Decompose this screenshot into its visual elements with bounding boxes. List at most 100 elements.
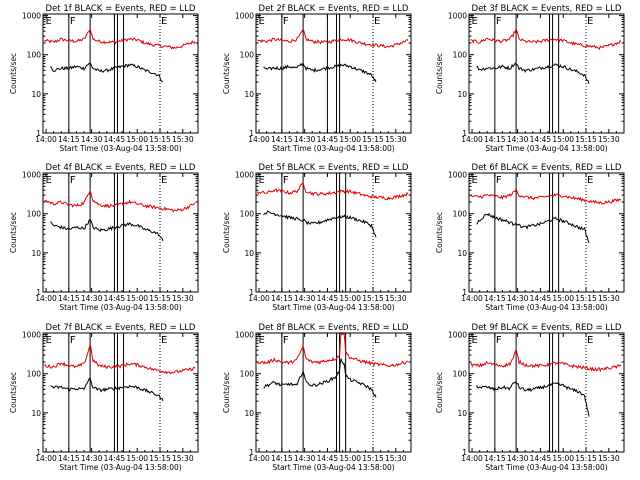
detector-panel-5: Det 5f BLACK = Events, RED = LLD E F E 14:00… — [222, 163, 412, 312]
x-tick-label: 15:15 — [575, 135, 597, 144]
y-tick-label: 10 — [244, 249, 254, 258]
y-tick-label: 100 — [27, 51, 42, 60]
x-axis-label: Start Time (03-Aug-04 13:58:00) — [485, 463, 607, 472]
x-tick-label: 14:30 — [81, 135, 103, 144]
x-axis-label: Start Time (03-Aug-04 13:58:00) — [272, 303, 394, 312]
flag-label-e: E — [161, 335, 167, 346]
events-series-line — [50, 218, 164, 242]
flag-label-e: E — [259, 175, 265, 186]
x-tick-label: 15:30 — [385, 135, 407, 144]
panel-title: Det 2f BLACK = Events, RED = LLD — [259, 4, 409, 14]
y-tick-label: 100 — [240, 370, 255, 379]
y-axis-label: Counts/sec — [435, 53, 444, 94]
plot-frame — [468, 332, 625, 453]
x-tick-label: 15:30 — [598, 135, 620, 144]
flag-label-e: E — [587, 335, 593, 346]
y-tick-label: 1 — [249, 288, 254, 297]
flag-label-e: E — [587, 16, 593, 27]
flag-label-e: E — [472, 175, 478, 186]
events-series-line — [263, 358, 377, 398]
x-tick-label: 15:15 — [362, 135, 384, 144]
plot-frame — [255, 172, 412, 293]
y-tick-label: 1000 — [22, 331, 41, 340]
y-tick-label: 10 — [244, 409, 254, 418]
y-axis-label: Counts/sec — [9, 212, 18, 253]
lld-series-line — [470, 347, 622, 373]
x-tick-label: 15:30 — [172, 294, 194, 303]
y-tick-label: 10 — [31, 409, 41, 418]
detector-panel-2: Det 2f BLACK = Events, RED = LLD E F E 14:00… — [222, 4, 412, 153]
events-series-line — [50, 62, 164, 83]
y-tick-label: 1000 — [235, 171, 254, 180]
flag-label-e: E — [161, 175, 167, 186]
y-tick-label: 1 — [249, 129, 254, 138]
x-tick-label: 14:30 — [294, 454, 316, 463]
x-tick-label: 14:15 — [58, 454, 80, 463]
flag-label-e: E — [46, 335, 52, 346]
x-tick-label: 14:00 — [35, 294, 57, 303]
x-tick-label: 14:00 — [461, 294, 483, 303]
y-tick-label: 10 — [31, 90, 41, 99]
flag-label-f: F — [283, 335, 289, 346]
x-tick-label: 14:00 — [248, 294, 270, 303]
y-tick-label: 1 — [462, 288, 467, 297]
flag-label-e: E — [259, 16, 265, 27]
x-tick-label: 14:15 — [271, 135, 293, 144]
x-tick-label: 15:15 — [362, 294, 384, 303]
plot-frame — [255, 13, 412, 134]
plot-frame — [42, 13, 199, 134]
plot-frame — [255, 332, 412, 453]
x-axis-label: Start Time (03-Aug-04 13:58:00) — [59, 303, 181, 312]
plot-frame — [468, 13, 625, 134]
x-tick-label: 14:30 — [294, 135, 316, 144]
flag-label-e: E — [46, 16, 52, 27]
x-axis-label: Start Time (03-Aug-04 13:58:00) — [485, 144, 607, 153]
x-tick-label: 14:45 — [317, 135, 339, 144]
x-axis-label: Start Time (03-Aug-04 13:58:00) — [59, 144, 181, 153]
panel-title: Det 4f BLACK = Events, RED = LLD — [46, 163, 196, 173]
x-tick-label: 14:45 — [530, 294, 552, 303]
x-tick-label: 15:15 — [575, 454, 597, 463]
flag-label-f: F — [283, 175, 289, 186]
y-tick-label: 10 — [457, 249, 467, 258]
x-tick-label: 14:30 — [507, 454, 529, 463]
lld-series-line — [44, 28, 196, 50]
events-series-line — [50, 376, 164, 402]
x-tick-label: 15:00 — [126, 454, 148, 463]
lld-series-line — [257, 331, 409, 368]
x-tick-label: 14:45 — [317, 294, 339, 303]
x-tick-label: 14:45 — [104, 454, 126, 463]
x-tick-label: 15:15 — [149, 294, 171, 303]
x-tick-label: 14:45 — [104, 294, 126, 303]
x-tick-label: 15:30 — [385, 454, 407, 463]
flag-label-f: F — [496, 175, 502, 186]
plot-frame — [42, 172, 199, 293]
x-tick-label: 14:30 — [507, 294, 529, 303]
x-tick-label: 14:00 — [461, 454, 483, 463]
plot-frame — [468, 172, 625, 293]
flag-label-e: E — [46, 175, 52, 186]
detector-panel-4: Det 4f BLACK = Events, RED = LLD E F E 14:00… — [9, 163, 199, 312]
panel-title: Det 6f BLACK = Events, RED = LLD — [472, 163, 622, 173]
flag-label-e: E — [259, 335, 265, 346]
x-tick-label: 14:00 — [35, 135, 57, 144]
x-tick-label: 14:15 — [484, 454, 506, 463]
flag-label-f: F — [496, 335, 502, 346]
y-tick-label: 1 — [36, 288, 41, 297]
events-series-line — [476, 62, 590, 85]
x-tick-label: 15:00 — [126, 294, 148, 303]
x-tick-label: 15:30 — [598, 454, 620, 463]
y-tick-label: 1000 — [22, 12, 41, 21]
x-axis-label: Start Time (03-Aug-04 13:58:00) — [272, 463, 394, 472]
flag-label-f: F — [496, 16, 502, 27]
flag-label-e: E — [587, 175, 593, 186]
y-tick-label: 1000 — [22, 171, 41, 180]
events-series-line — [263, 61, 377, 83]
detector-panel-6: Det 6f BLACK = Events, RED = LLD E F E 14:00… — [435, 163, 625, 312]
y-tick-label: 1 — [249, 448, 254, 457]
panel-title: Det 8f BLACK = Events, RED = LLD — [259, 323, 409, 333]
x-tick-label: 14:15 — [484, 135, 506, 144]
x-tick-label: 14:30 — [294, 294, 316, 303]
y-tick-label: 100 — [27, 370, 42, 379]
